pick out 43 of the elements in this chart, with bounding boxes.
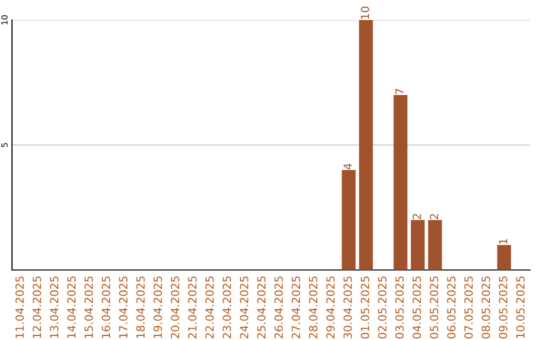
x-tick-label: 22.04.2025 <box>205 276 214 338</box>
x-tick-label: 07.05.2025 <box>464 276 473 338</box>
data-label: 2 <box>412 214 421 220</box>
x-tick-label: 17.04.2025 <box>119 276 128 338</box>
x-tick-label: 21.04.2025 <box>188 276 197 338</box>
x-tick-label: 16.04.2025 <box>102 276 110 338</box>
x-tick-label: 05.05.2025 <box>430 276 438 338</box>
x-tick-label: 02.05.2025 <box>378 276 386 338</box>
x-tick-label: 03.05.2025 <box>395 276 404 338</box>
bar <box>342 170 356 270</box>
bar <box>428 220 442 270</box>
bar <box>359 20 373 270</box>
bar <box>394 95 408 270</box>
x-tick-label: 24.04.2025 <box>240 276 248 338</box>
x-tick-label: 28.04.2025 <box>308 276 318 338</box>
x-tick-label: 04.05.2025 <box>412 276 421 338</box>
x-tick-label: 23.04.2025 <box>222 276 232 338</box>
bar <box>497 245 512 270</box>
data-label: 10 <box>360 6 370 19</box>
x-tick-label: 15.04.2025 <box>84 276 93 338</box>
data-label: 4 <box>344 164 352 170</box>
x-tick-label: 18.04.2025 <box>136 276 145 338</box>
x-tick-label: 27.04.2025 <box>292 276 300 338</box>
data-label: 1 <box>499 238 508 244</box>
x-tick-label: 14.04.2025 <box>67 276 76 338</box>
x-tick-label: 10.05.2025 <box>516 276 525 338</box>
bar <box>410 220 425 270</box>
x-tick-label: 12.04.2025 <box>32 276 42 338</box>
x-tick-label: 29.04.2025 <box>326 276 335 338</box>
x-tick-label: 25.04.2025 <box>257 276 266 338</box>
x-tick-label: 26.04.2025 <box>274 276 283 338</box>
y-tick-label: 5 <box>1 143 8 148</box>
x-tick-label: 08.05.2025 <box>482 276 490 338</box>
x-tick-label: 09.05.2025 <box>498 276 508 338</box>
x-tick-label: 30.04.2025 <box>344 276 352 338</box>
x-tick-label: 11.04.2025 <box>15 276 24 338</box>
x-tick-label: 13.04.2025 <box>50 276 58 338</box>
data-label: 7 <box>395 88 404 94</box>
x-tick-label: 06.05.2025 <box>447 276 456 338</box>
x-tick-label: 20.04.2025 <box>170 276 180 338</box>
data-label: 2 <box>430 214 438 220</box>
x-tick-label: 19.04.2025 <box>154 276 162 338</box>
x-tick-label: 01.05.2025 <box>360 276 370 338</box>
